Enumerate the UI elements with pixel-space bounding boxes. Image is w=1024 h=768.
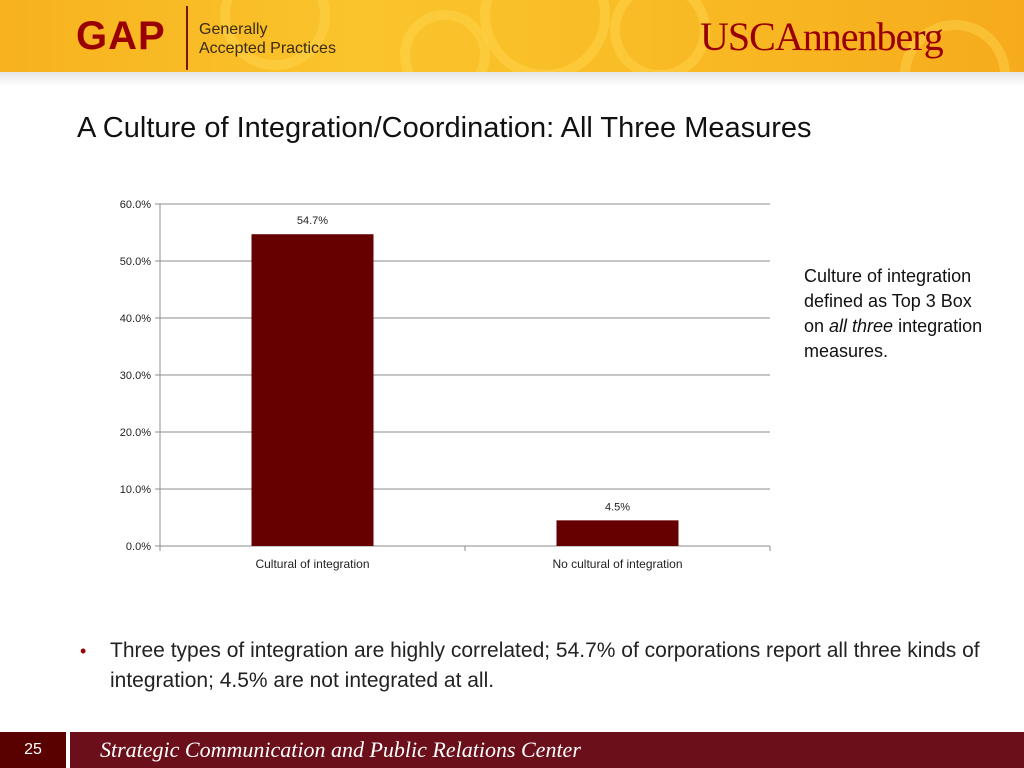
side-note-emphasis: all three [829,316,894,336]
y-tick-label: 20.0% [120,427,151,439]
y-tick-label: 30.0% [120,370,151,382]
usc-logo-suffix: Annenberg [774,14,944,59]
side-note-part1: Culture of integration defined as Top 3 … [804,266,972,336]
slide-title: A Culture of Integration/Coordination: A… [77,112,812,144]
data-label: 4.5% [605,501,630,513]
bars [251,234,679,546]
data-label: 54.7% [297,215,328,227]
header-shadow [0,72,1024,86]
bar [556,520,679,546]
category-label: No cultural of integration [552,557,682,571]
footer-bar [0,732,1024,768]
gap-tagline: Generally Accepted Practices [199,20,336,58]
y-tick-label: 50.0% [120,256,151,268]
footer-center-name: Strategic Communication and Public Relat… [100,737,581,762]
axes [155,203,771,551]
bullet-text: Three types of integration are highly co… [110,639,980,692]
y-tick-label: 60.0% [120,199,151,211]
usc-logo-prefix: USC [700,14,776,59]
logo-divider [186,6,188,70]
side-note: Culture of integration defined as Top 3 … [804,264,989,364]
page-number: 25 [0,732,70,768]
labels: 0.0% 10.0% 20.0% 30.0% 40.0% 50.0% 60.0% 54.7% C… [120,199,683,571]
y-tick-label: 0.0% [126,541,151,553]
side-note-part2: integration measures. [804,316,983,361]
gap-logo: GAP [76,14,166,58]
gap-tagline-line2: Accepted Practices [199,40,336,57]
y-tick-label: 40.0% [120,313,151,325]
bullet-icon: • [80,641,87,661]
bullet-item: • Three types of integration are highly … [80,636,980,696]
header-banner: GAP Generally Accepted Practices USCAnne… [0,0,1024,72]
bar [251,234,374,546]
bar-chart: 0.0% 10.0% 20.0% 30.0% 40.0% 50.0% 60.0% 54.7% C… [120,199,771,571]
y-tick-label: 10.0% [120,484,151,496]
usc-annenberg-logo: USCAnnenberg [700,14,944,60]
gap-tagline-line1: Generally [199,21,268,38]
category-label: Cultural of integration [255,557,369,571]
